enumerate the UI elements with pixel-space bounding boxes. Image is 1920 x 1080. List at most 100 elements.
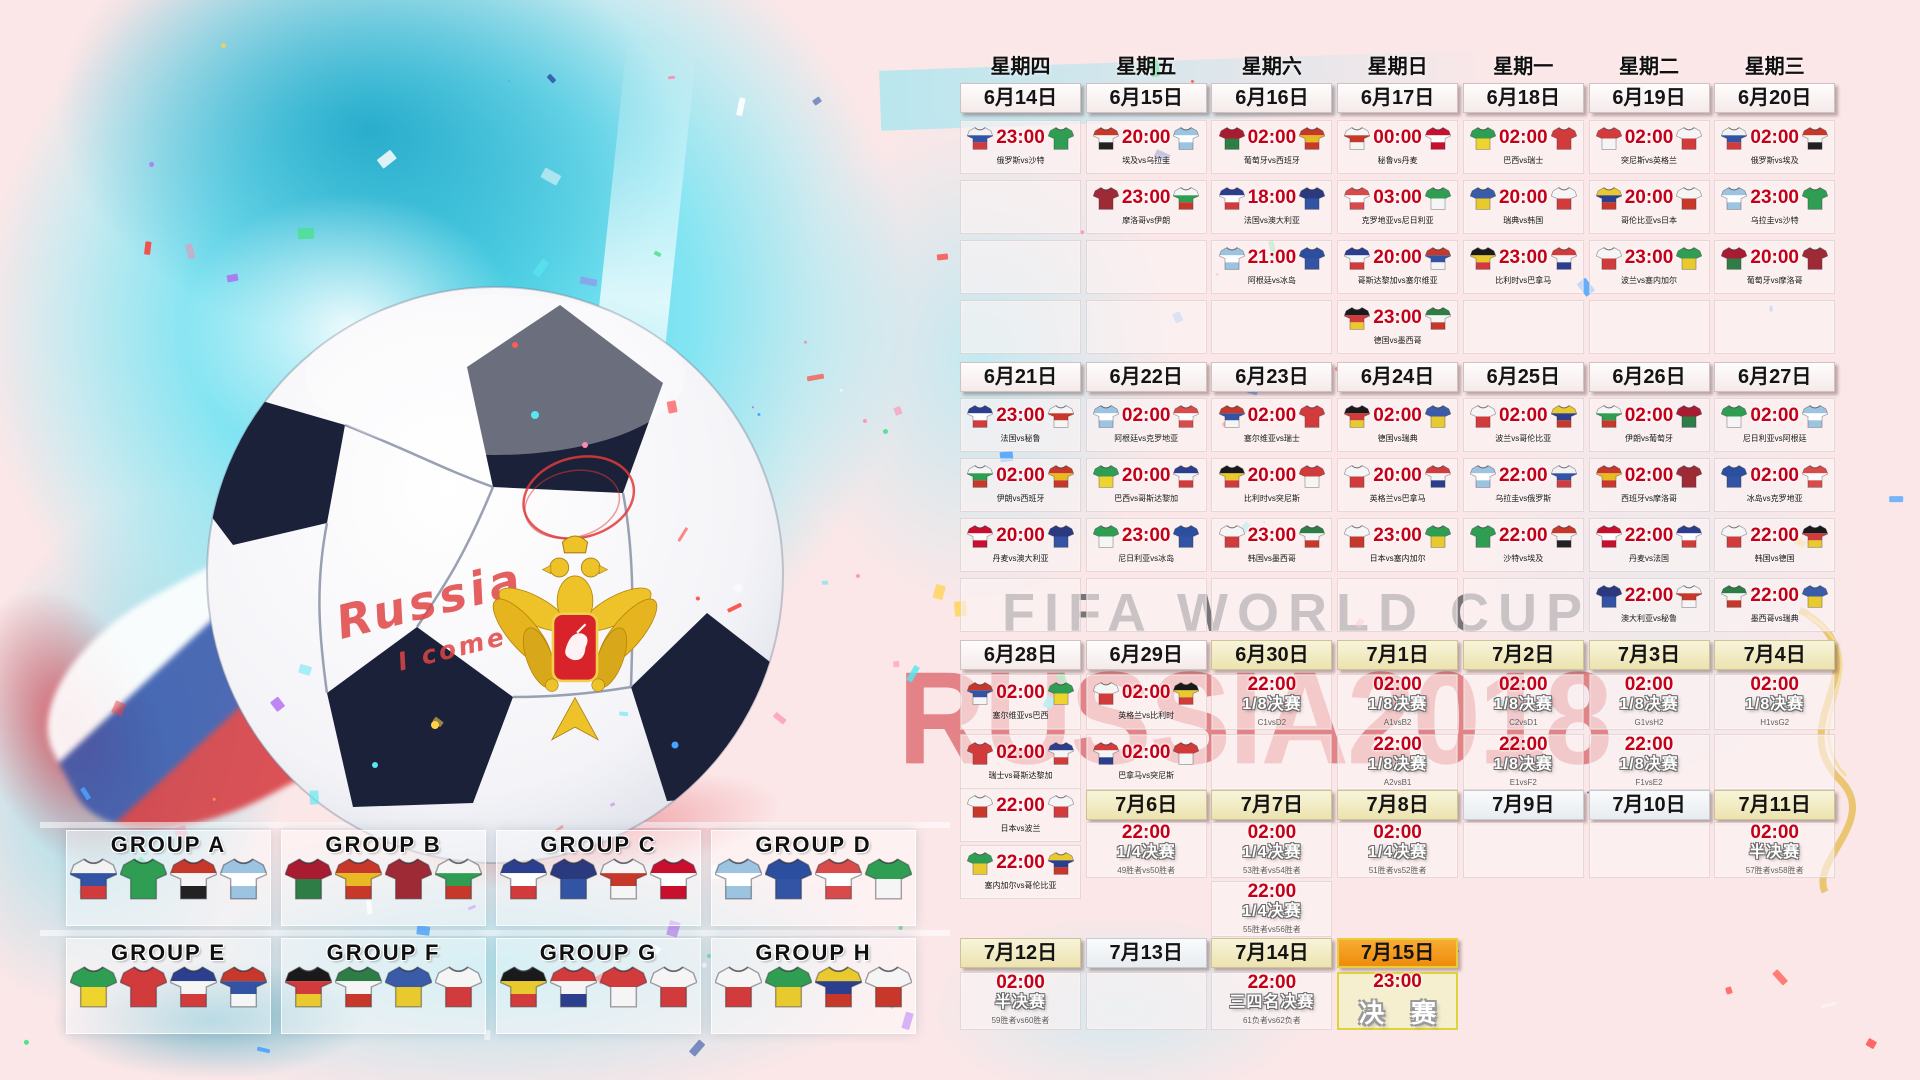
- time-label: 22:00: [1624, 585, 1674, 606]
- date-cell: 7月10日: [1588, 790, 1710, 820]
- match-teams-label: 法国vs澳大利亚: [1243, 215, 1300, 225]
- match-row: 22:00: [967, 794, 1074, 819]
- jersey-icon: [1344, 524, 1371, 548]
- pairing-label: 55胜者vs56胜者: [1242, 925, 1301, 934]
- time-label: 22:00: [1373, 734, 1422, 755]
- match-row: 02:00: [967, 741, 1074, 766]
- match-teams-label: 哥伦比亚vs日本: [1621, 215, 1677, 225]
- jersey-icon: [120, 966, 167, 1008]
- jersey-icon: [1092, 681, 1119, 705]
- match-cell: 23:00 德国vs墨西哥: [1337, 300, 1459, 354]
- time-label: 02:00: [1121, 742, 1171, 763]
- match-row: 02:00: [1595, 126, 1703, 151]
- empty-cell: [960, 300, 1081, 354]
- time-label: 22:00: [1498, 734, 1548, 755]
- group-label: GROUP A: [110, 832, 227, 857]
- match-teams-label: 摩洛哥vs伊朗: [1122, 215, 1171, 225]
- match-cell: 02:00 波兰vs哥伦比亚: [1462, 398, 1584, 452]
- jersey-icon: [1469, 404, 1496, 428]
- stage-label: 1/8决赛: [1619, 696, 1679, 713]
- date-cell: 7月6日: [1085, 790, 1207, 820]
- date-cell: 7月4日: [1714, 640, 1836, 670]
- group-label: GROUP F: [326, 940, 441, 965]
- match-row: 23:00: [967, 404, 1074, 429]
- confetti-piece: [688, 1039, 705, 1057]
- empty-cell: [1211, 734, 1333, 790]
- match-row: 02:00: [1092, 404, 1200, 429]
- time-label: 02:00: [1624, 405, 1674, 426]
- pairing-label: E1vsF2: [1509, 778, 1537, 787]
- jersey-icon: [1173, 126, 1200, 150]
- time-label: 02:00: [1750, 674, 1799, 695]
- match-row: 22:00: [1595, 584, 1703, 609]
- date-cell: 7月11日: [1714, 790, 1836, 820]
- stage-label: 1/4决赛: [1367, 844, 1428, 861]
- jersey-icon: [550, 858, 597, 900]
- match-teams-label: 韩国vs德国: [1754, 553, 1795, 563]
- confetti-piece: [1865, 1037, 1878, 1049]
- time-label: 02:00: [1624, 465, 1674, 486]
- time-label: 21:00: [1247, 247, 1297, 268]
- knockout-cell: 22:00 1/8决赛 A2vsB1: [1337, 734, 1459, 790]
- jersey-icon: [1218, 404, 1245, 428]
- confetti-piece: [297, 227, 315, 239]
- pairing-label: C1vsD2: [1257, 718, 1287, 727]
- stage-label: 1/8决赛: [1367, 696, 1428, 713]
- match-cell: 23:00 韩国vs墨西哥: [1211, 518, 1333, 572]
- jersey-icon: [1424, 246, 1451, 270]
- pairing-label: H1vsG2: [1760, 718, 1790, 727]
- match-teams-label: 尼日利亚vs阿根廷: [1742, 433, 1807, 443]
- knockout-cell: 02:00 1/8决赛 A1vsB2: [1337, 674, 1459, 730]
- match-row: 22:00: [1721, 524, 1828, 549]
- time-label: 02:00: [996, 465, 1045, 486]
- match-teams-label: 克罗地亚vs尼日利亚: [1361, 215, 1434, 225]
- match-row: 02:00: [1595, 464, 1703, 489]
- date-cell: 6月18日: [1462, 83, 1584, 113]
- jersey-icon: [650, 966, 697, 1008]
- match-teams-label: 波兰vs哥伦比亚: [1495, 433, 1552, 443]
- jersey-icon: [1218, 464, 1245, 488]
- jersey-icon: [1801, 524, 1828, 548]
- stage-label: 1/4决赛: [1242, 844, 1302, 861]
- match-cell: 03:00 克罗地亚vs尼日利亚: [1337, 180, 1459, 234]
- match-cell: 20:00 比利时vs突尼斯: [1211, 458, 1333, 512]
- jersey-icon: [1721, 186, 1748, 210]
- time-label: 20:00: [1373, 465, 1422, 486]
- confetti-piece: [862, 418, 868, 424]
- date-cell: 7月12日: [960, 938, 1081, 968]
- match-row: 23:00: [1218, 524, 1326, 549]
- group-jerseys: [285, 966, 482, 1008]
- time-label: 22:00: [1498, 525, 1548, 546]
- match-row: 20:00: [1092, 126, 1200, 151]
- jersey-icon: [1218, 186, 1245, 210]
- time-label: 02:00: [1498, 127, 1548, 148]
- match-teams-label: 墨西哥vs瑞典: [1750, 613, 1799, 623]
- weekday-label: 星期五: [1116, 56, 1177, 78]
- match-row: 02:00: [1092, 741, 1200, 766]
- time-label: 23:00: [1247, 525, 1297, 546]
- group-label: GROUP E: [110, 940, 227, 965]
- match-cell: 02:00 巴拿马vs突尼斯: [1085, 734, 1207, 790]
- match-cell: 23:00 尼日利亚vs冰岛: [1085, 518, 1207, 572]
- jersey-icon: [500, 858, 547, 900]
- knockout-cell: 02:00 半决赛 59胜者vs60胜者: [960, 972, 1081, 1030]
- match-row: 22:00: [1469, 464, 1577, 489]
- knockout-cell: 22:00 1/8决赛 E1vsF2: [1462, 734, 1584, 790]
- jersey-icon: [1424, 126, 1451, 150]
- jersey-icon: [1218, 126, 1245, 150]
- jersey-icon: [1299, 524, 1326, 548]
- match-row: 22:00: [967, 851, 1074, 876]
- match-teams-label: 澳大利亚vs秘鲁: [1621, 613, 1677, 623]
- match-cell: 02:00 瑞士vs哥斯达黎加: [960, 734, 1081, 790]
- jersey-icon: [1299, 404, 1326, 428]
- confetti-piece: [807, 373, 825, 382]
- time-label: 22:00: [996, 852, 1045, 873]
- match-teams-label: 塞内加尔vs哥伦比亚: [984, 880, 1057, 890]
- match-row: 02:00: [1469, 126, 1577, 151]
- match-row: 22:00: [1595, 524, 1703, 549]
- knockout-cell: 22:00 1/8决赛 C1vsD2: [1211, 674, 1333, 730]
- time-label: 02:00: [1247, 127, 1297, 148]
- time-label: 02:00: [1247, 822, 1297, 843]
- confetti-piece: [701, 963, 707, 968]
- date-cell: 6月30日: [1211, 640, 1333, 670]
